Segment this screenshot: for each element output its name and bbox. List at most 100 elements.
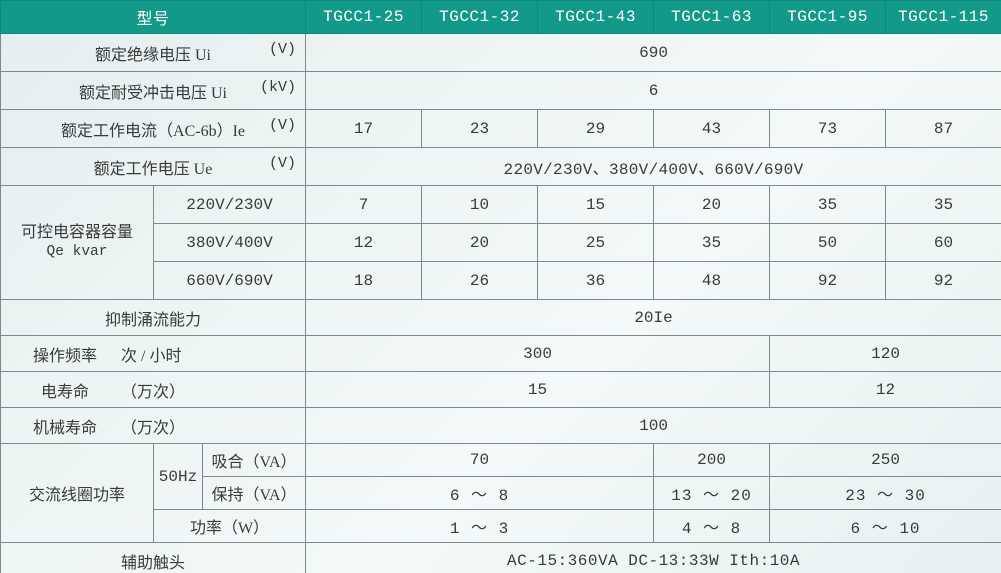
label-mechanical-life: 机械寿命 （万次） (0, 407, 307, 444)
label-electrical-life: 电寿命 （万次） (0, 371, 307, 408)
label-auxiliary-contact: 辅助触头 (0, 542, 307, 573)
label-coil-power-w: 功率（W） (152, 509, 307, 543)
table-header-row: 型号 TGCC1-25 TGCC1-32 TGCC1-43 TGCC1-63 T… (0, 0, 1001, 34)
header-model-tgcc1-32: TGCC1-32 (421, 0, 539, 34)
unit-impulse-voltage: (kV) (260, 78, 297, 96)
label-coil-pickup: 吸合（VA） (201, 443, 307, 477)
row-coil-hold: 保持（VA） 6 ～ 8 13 ～ 20 23 ～ 30 (1, 476, 1001, 510)
label-capacitor-660v: 660V/690V (152, 261, 307, 300)
value-capacitor-660v-63: 48 (653, 261, 771, 300)
value-coil-power-w-group1: 1 ～ 3 (305, 509, 655, 543)
value-capacitor-380v-95: 50 (769, 223, 887, 262)
value-capacitor-220v-32: 10 (421, 185, 539, 224)
row-operating-frequency: 操作频率 次 / 小时 300 120 (0, 335, 1001, 372)
label-operating-frequency-text: 操作频率 (32, 347, 97, 365)
value-coil-hold-group1: 6 ～ 8 (305, 476, 655, 510)
value-mechanical-life: 100 (305, 407, 1001, 444)
label-impulse-voltage: 额定耐受冲击电压 Ui (kV) (0, 71, 307, 110)
value-insulation-voltage: 690 (305, 33, 1001, 72)
value-inrush-suppression: 20Ie (305, 299, 1001, 336)
header-model-title: 型号 (0, 0, 307, 34)
value-auxiliary-contact: AC-15:360VA DC-13:33W Ith:10A (305, 542, 1001, 573)
label-insulation-voltage-text: 额定绝缘电压 Ui (95, 46, 212, 64)
value-capacitor-380v-115: 60 (885, 223, 1001, 262)
value-operating-frequency-high: 120 (769, 335, 1001, 372)
row-capacitor-220v: 可控电容器容量 Qe kvar 220V/230V 7 10 15 20 35 … (0, 185, 1001, 300)
value-capacitor-380v-25: 12 (305, 223, 423, 262)
value-capacitor-660v-32: 26 (421, 261, 539, 300)
label-impulse-voltage-text: 额定耐受冲击电压 Ui (79, 84, 228, 102)
label-insulation-voltage: 额定绝缘电压 Ui (V) (0, 33, 307, 72)
label-inrush-suppression: 抑制涌流能力 (0, 299, 307, 336)
row-coil-power-w: 功率（W） 1 ～ 3 4 ～ 8 6 ～ 10 (1, 509, 1001, 543)
label-capacitor-380v: 380V/400V (152, 223, 307, 262)
value-electrical-life-low: 15 (305, 371, 771, 408)
value-coil-hold-group3: 23 ～ 30 (769, 476, 1001, 510)
row-working-voltage: 额定工作电压 Ue (V) 220V/230V、380V/400V、660V/6… (0, 147, 1001, 186)
label-operating-frequency: 操作频率 次 / 小时 (0, 335, 307, 372)
label-coil-frequency-50hz: 50Hz (153, 443, 203, 510)
value-capacitor-220v-95: 35 (769, 185, 887, 224)
value-working-current-32: 23 (421, 109, 539, 148)
value-working-current-95: 73 (769, 109, 887, 148)
header-model-tgcc1-63: TGCC1-63 (653, 0, 771, 34)
value-working-current-43: 29 (537, 109, 655, 148)
label-mechanical-life-text: 机械寿命 (32, 419, 97, 437)
unit-operating-frequency: 次 / 小时 (121, 347, 182, 365)
unit-mechanical-life: （万次） (121, 419, 186, 437)
row-capacitor-660v: 660V/690V 18 26 36 48 92 92 (1, 261, 1001, 300)
row-electrical-life: 电寿命 （万次） 15 12 (0, 371, 1001, 408)
value-capacitor-660v-95: 92 (769, 261, 887, 300)
row-auxiliary-contact: 辅助触头 AC-15:360VA DC-13:33W Ith:10A (0, 542, 1001, 573)
unit-electrical-life: （万次） (121, 383, 186, 401)
value-capacitor-660v-43: 36 (537, 261, 655, 300)
label-working-current-text: 额定工作电流（AC-6b）Ie (61, 122, 246, 140)
value-operating-frequency-low: 300 (305, 335, 771, 372)
label-working-current: 额定工作电流（AC-6b）Ie (V) (0, 109, 307, 148)
row-impulse-voltage: 额定耐受冲击电压 Ui (kV) 6 (0, 71, 1001, 110)
header-model-tgcc1-25: TGCC1-25 (305, 0, 423, 34)
value-electrical-life-high: 12 (769, 371, 1001, 408)
value-working-current-63: 43 (653, 109, 771, 148)
row-coil-pickup: 交流线圈功率 50Hz 吸合（VA） 70 200 250 (0, 443, 1001, 543)
value-coil-pickup-group2: 200 (653, 443, 771, 477)
value-working-voltage: 220V/230V、380V/400V、660V/690V (305, 147, 1001, 186)
row-inrush-suppression: 抑制涌流能力 20Ie (0, 299, 1001, 336)
value-capacitor-220v-115: 35 (885, 185, 1001, 224)
unit-working-current: (V) (269, 116, 297, 134)
value-coil-pickup-group3: 250 (769, 443, 1001, 477)
row-capacitor-380v: 380V/400V 12 20 25 35 50 60 (1, 223, 1001, 262)
label-working-voltage: 额定工作电压 Ue (V) (0, 147, 307, 186)
label-electrical-life-text: 电寿命 (40, 383, 89, 401)
value-impulse-voltage: 6 (305, 71, 1001, 110)
label-capacitor-220v: 220V/230V (152, 185, 307, 224)
header-model-tgcc1-95: TGCC1-95 (769, 0, 887, 34)
value-capacitor-380v-43: 25 (537, 223, 655, 262)
value-capacitor-660v-25: 18 (305, 261, 423, 300)
value-working-current-25: 17 (305, 109, 423, 148)
label-capacitor-capacity-line2: Qe kvar (46, 244, 108, 261)
row-mechanical-life: 机械寿命 （万次） 100 (0, 407, 1001, 444)
header-model-tgcc1-115: TGCC1-115 (885, 0, 1001, 34)
value-capacitor-220v-63: 20 (653, 185, 771, 224)
value-working-current-115: 87 (885, 109, 1001, 148)
value-capacitor-220v-43: 15 (537, 185, 655, 224)
value-capacitor-220v-25: 7 (305, 185, 423, 224)
label-ac-coil-power: 交流线圈功率 (0, 443, 154, 543)
value-coil-pickup-group1: 70 (305, 443, 655, 477)
value-capacitor-380v-32: 20 (421, 223, 539, 262)
row-working-current: 额定工作电流（AC-6b）Ie (V) 17 23 29 43 73 87 (0, 109, 1001, 148)
label-coil-hold: 保持（VA） (201, 476, 307, 510)
unit-working-voltage: (V) (269, 154, 297, 172)
value-coil-hold-group2: 13 ～ 20 (653, 476, 771, 510)
value-coil-power-w-group3: 6 ～ 10 (769, 509, 1001, 543)
label-capacitor-capacity-line1: 可控电容器容量 (20, 224, 133, 242)
value-coil-power-w-group2: 4 ～ 8 (653, 509, 771, 543)
label-capacitor-capacity: 可控电容器容量 Qe kvar (0, 185, 154, 300)
value-capacitor-380v-63: 35 (653, 223, 771, 262)
label-working-voltage-text: 额定工作电压 Ue (93, 160, 213, 178)
value-capacitor-660v-115: 92 (885, 261, 1001, 300)
header-model-tgcc1-43: TGCC1-43 (537, 0, 655, 34)
